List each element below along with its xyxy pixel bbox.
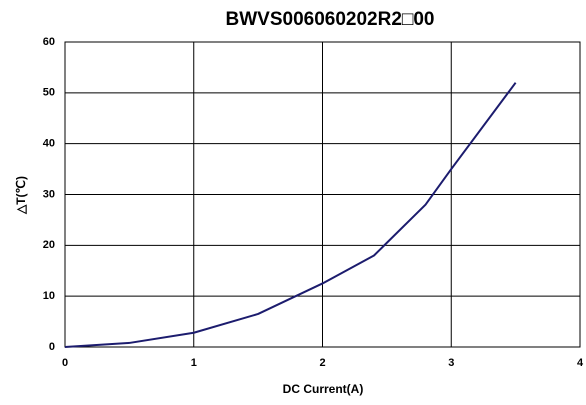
- y-tick-label: 60: [43, 36, 55, 48]
- y-tick-label: 10: [43, 290, 55, 302]
- x-tick-label: 4: [577, 357, 584, 369]
- y-tick-label: 0: [49, 341, 55, 353]
- x-tick-label: 0: [62, 357, 68, 369]
- y-tick-label: 30: [43, 188, 55, 200]
- x-tick-label: 1: [191, 357, 197, 369]
- x-axis-label: DC Current(A): [283, 382, 364, 396]
- x-tick-label: 2: [319, 357, 325, 369]
- y-tick-label: 50: [43, 87, 55, 99]
- data-line: [64, 82, 517, 348]
- y-axis-label: △T(℃): [14, 176, 28, 215]
- x-tick-label: 3: [448, 357, 454, 369]
- chart-title: BWVS006060202R2□00: [226, 9, 435, 30]
- y-tick-label: 40: [43, 138, 55, 150]
- y-tick-label: 20: [43, 239, 55, 251]
